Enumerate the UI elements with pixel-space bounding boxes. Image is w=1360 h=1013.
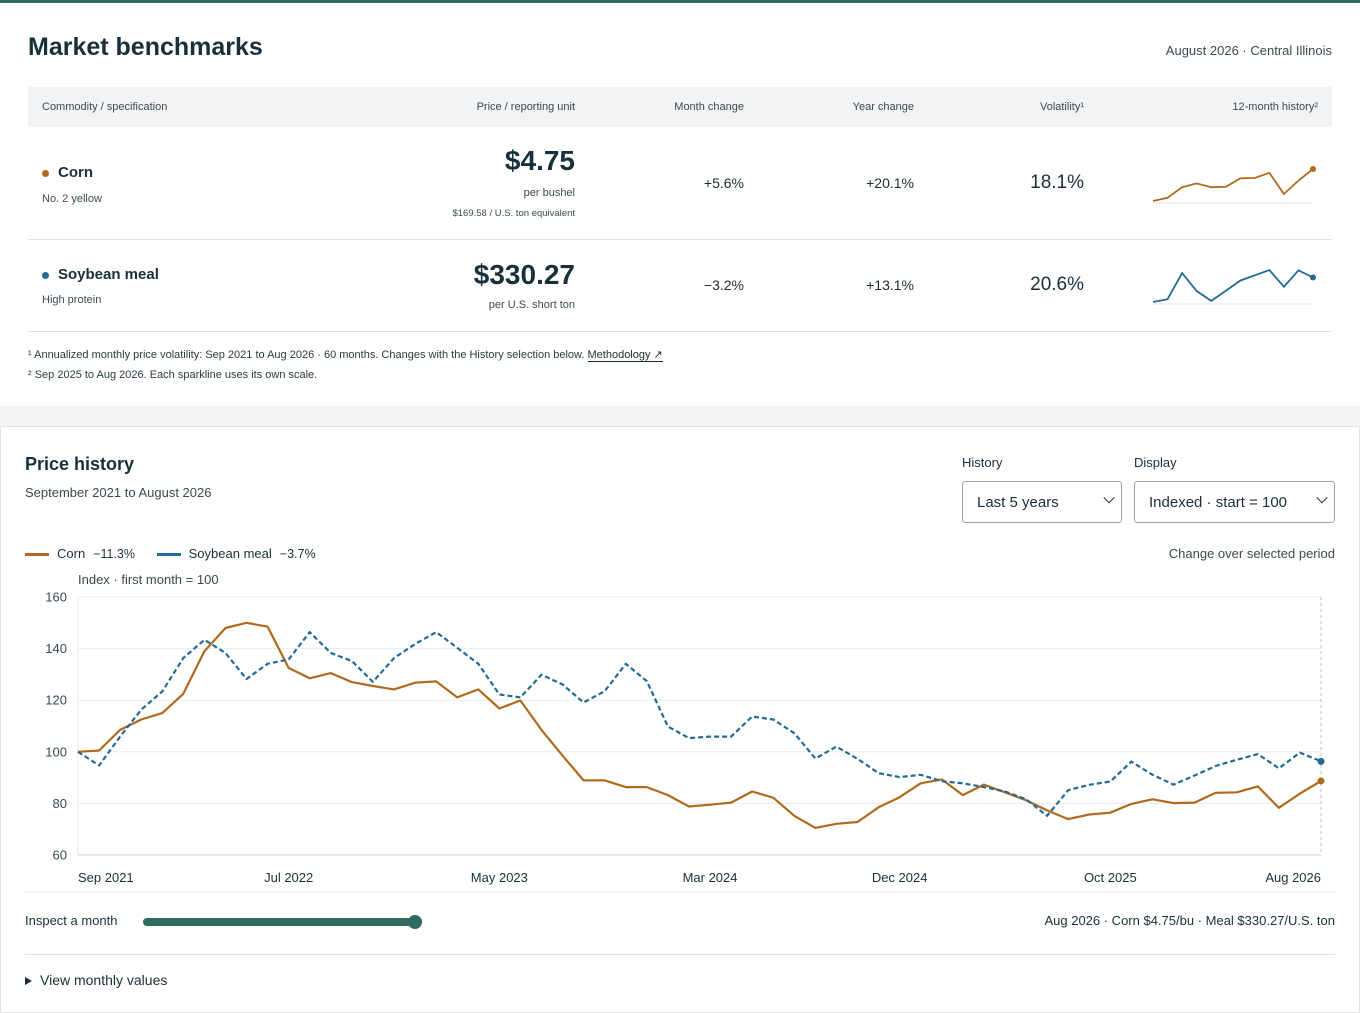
y-tick-label: 80 bbox=[53, 796, 67, 811]
series-line-soybean-meal bbox=[77, 631, 1322, 817]
price-unit: per U.S. short ton bbox=[488, 299, 575, 311]
col-year-change: Year change bbox=[852, 101, 914, 113]
month-slider[interactable] bbox=[143, 915, 422, 929]
benchmarks-meta: August 2026 · Central Illinois bbox=[1165, 43, 1332, 58]
x-tick-label: Dec 2024 bbox=[872, 870, 928, 885]
col-price: Price / reporting unit bbox=[476, 101, 575, 113]
y-tick-label: 160 bbox=[45, 590, 67, 605]
footnote-volatility: ¹ Annualized monthly price volatility: S… bbox=[28, 349, 663, 362]
table-row-corn: Corn No. 2 yellow $4.75 per bushel $169.… bbox=[28, 127, 1332, 240]
methodology-link[interactable]: Methodology ↗ bbox=[587, 349, 663, 362]
meal-color-dot bbox=[42, 272, 49, 279]
corn-period-change: −11.3% bbox=[93, 547, 136, 561]
sparkline-end-point bbox=[1310, 274, 1316, 281]
commodity-name: Corn bbox=[58, 164, 93, 181]
price-value: $330.27 bbox=[473, 259, 575, 290]
corn-swatch bbox=[25, 553, 49, 557]
history-select[interactable]: Last 5 years bbox=[962, 481, 1122, 523]
y-axis-title: Index · first month = 100 bbox=[78, 572, 219, 587]
display-select-label: Display bbox=[1134, 455, 1177, 470]
chevron-down-icon bbox=[1316, 492, 1328, 504]
price-equivalent: $169.58 / U.S. ton equivalent bbox=[452, 208, 575, 219]
y-tick-label: 140 bbox=[45, 641, 67, 656]
monthly-values-toggle[interactable]: View monthly values bbox=[25, 972, 167, 988]
x-tick-label: May 2023 bbox=[471, 870, 528, 885]
month-readout: Aug 2026 · Corn $4.75/bu · Meal $330.27/… bbox=[1044, 913, 1335, 928]
meal-sparkline bbox=[1152, 268, 1316, 305]
sparkline-line bbox=[1152, 168, 1314, 202]
x-tick-label: Jul 2022 bbox=[264, 870, 313, 885]
y-tick-label: 60 bbox=[53, 848, 67, 863]
table-row-soybean-meal: Soybean meal High protein $330.27 per U.… bbox=[28, 240, 1332, 332]
x-tick-label: Aug 2026 bbox=[1265, 870, 1321, 885]
series-marker-soybean-meal bbox=[1317, 757, 1325, 765]
price-value: $4.75 bbox=[504, 145, 575, 176]
sparkline-end-point bbox=[1310, 166, 1316, 172]
table-header: Commodity / specification Price / report… bbox=[28, 87, 1332, 127]
sparkline-line bbox=[1152, 268, 1314, 303]
series-marker-corn bbox=[1317, 777, 1325, 785]
y-tick-label: 100 bbox=[45, 744, 67, 759]
month-change: −3.2% bbox=[703, 277, 744, 293]
legend-item-corn: Corn −11.3% bbox=[25, 546, 135, 561]
slider-fill bbox=[143, 918, 422, 926]
inspect-label: Inspect a month bbox=[25, 913, 118, 928]
meal-swatch bbox=[156, 553, 181, 557]
price-history-chart: Index · first month = 100 60 80 100 120 140 1… bbox=[25, 572, 1335, 893]
commodity-spec: No. 2 yellow bbox=[42, 193, 102, 205]
price-history-panel: Price history September 2021 to August 2… bbox=[0, 426, 1360, 1013]
history-select-label: History bbox=[962, 455, 1003, 470]
x-tick-label: Sep 2021 bbox=[78, 870, 134, 885]
chevron-down-icon bbox=[1103, 492, 1115, 504]
x-tick-label: Oct 2025 bbox=[1084, 870, 1137, 885]
divider bbox=[25, 954, 1335, 955]
legend-item-meal: Soybean meal −3.7% bbox=[156, 546, 316, 561]
y-tick-label: 120 bbox=[45, 693, 67, 708]
history-title: Price history bbox=[25, 454, 135, 474]
slider-thumb[interactable] bbox=[408, 915, 422, 929]
corn-sparkline bbox=[1152, 166, 1316, 204]
series-line-corn bbox=[77, 621, 1322, 829]
meal-period-change: −3.7% bbox=[279, 547, 316, 561]
corn-color-dot bbox=[42, 170, 49, 177]
price-unit: per bushel bbox=[523, 187, 575, 199]
volatility-value: 18.1% bbox=[1030, 172, 1084, 193]
commodity-spec: High protein bbox=[42, 294, 102, 306]
col-history: 12-month history² bbox=[1232, 101, 1318, 113]
market-benchmarks-panel: Market benchmarks August 2026 · Central … bbox=[0, 3, 1360, 406]
history-range: September 2021 to August 2026 bbox=[25, 485, 212, 500]
year-change: +20.1% bbox=[866, 175, 914, 191]
col-commodity: Commodity / specification bbox=[42, 101, 168, 113]
col-month-change: Month change bbox=[674, 101, 744, 113]
volatility-value: 20.6% bbox=[1030, 274, 1084, 295]
year-change: +13.1% bbox=[866, 277, 914, 293]
month-change: +5.6% bbox=[703, 175, 744, 191]
expand-triangle-icon bbox=[25, 977, 32, 985]
change-caption: Change over selected period bbox=[1168, 546, 1335, 561]
chart-legend: Corn −11.3% Soybean meal −3.7% bbox=[25, 546, 334, 561]
benchmarks-title: Market benchmarks bbox=[28, 33, 263, 61]
col-volatility: Volatility¹ bbox=[1039, 101, 1084, 113]
footnote-sparkline: ² Sep 2025 to Aug 2026. Each sparkline u… bbox=[28, 369, 318, 381]
commodity-name: Soybean meal bbox=[58, 266, 159, 283]
display-select[interactable]: Indexed · start = 100 bbox=[1134, 481, 1335, 523]
top-accent-bar bbox=[0, 0, 1360, 3]
x-tick-label: Mar 2024 bbox=[683, 870, 738, 885]
